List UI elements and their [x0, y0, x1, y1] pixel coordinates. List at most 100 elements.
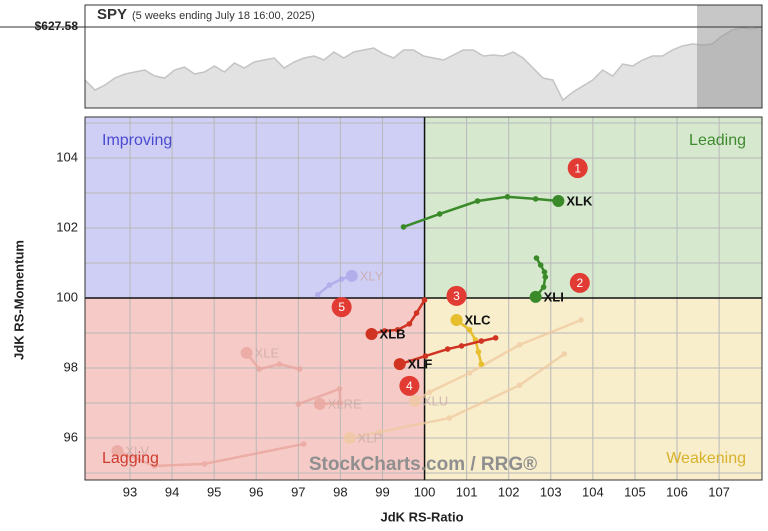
tail-point — [466, 327, 473, 333]
tail-head — [552, 195, 565, 208]
annotation-label: 4 — [406, 379, 413, 393]
tail-line — [116, 442, 305, 468]
tail-point — [300, 441, 307, 447]
quadrant-label: Lagging — [102, 450, 159, 467]
tail-head — [313, 398, 326, 411]
x-tick-label: 99 — [375, 484, 389, 499]
tail-head — [240, 346, 253, 359]
tail-point — [532, 196, 539, 202]
tail-point — [421, 297, 428, 303]
tail-point — [504, 194, 511, 200]
tail: XLV — [111, 441, 307, 469]
x-tick-label: 94 — [165, 484, 179, 499]
tail-point — [381, 328, 388, 334]
tail-point — [541, 269, 548, 275]
tail-point — [446, 415, 453, 421]
tail-point — [466, 370, 473, 376]
tail-point — [542, 274, 549, 280]
tail-label: XLU — [423, 393, 448, 408]
quadrant-label: Leading — [689, 132, 746, 149]
tail-point — [533, 255, 540, 261]
annotation-label: 3 — [453, 289, 460, 303]
tail-label: XLI — [544, 289, 564, 304]
y-tick-label: 98 — [64, 359, 78, 374]
y-axis-title: JdK RS-Momentum — [11, 240, 26, 360]
tail-head — [111, 444, 124, 457]
x-tick-label: 98 — [333, 484, 347, 499]
price-area — [85, 26, 762, 108]
annotation-label: 1 — [574, 161, 581, 175]
quadrant-label: Improving — [102, 132, 172, 149]
tail-head — [345, 269, 358, 282]
period-shade — [697, 5, 762, 108]
quadrant — [85, 297, 425, 480]
tail-point — [336, 386, 343, 392]
tail-point — [337, 400, 344, 406]
tail-point — [478, 338, 485, 344]
tail-line — [403, 195, 559, 229]
y-tick-label: 102 — [56, 219, 78, 234]
annotation-label: 5 — [338, 300, 345, 314]
tail: XLI — [529, 255, 564, 304]
tail-label: XLF — [408, 357, 433, 372]
x-tick-label: 96 — [249, 484, 263, 499]
tail-point — [406, 321, 413, 327]
tail-label: XLV — [125, 443, 149, 458]
tail-point — [540, 284, 547, 290]
tail-point — [458, 343, 465, 349]
tail-line — [245, 352, 300, 371]
tail-point — [326, 282, 333, 288]
annotation-marker — [399, 375, 420, 396]
price-frame — [84, 4, 763, 109]
tail-point — [296, 366, 303, 372]
x-tick-label: 107 — [708, 484, 730, 499]
subtitle: (5 weeks ending July 18 16:00, 2025) — [132, 10, 315, 22]
tail: XLB — [365, 297, 428, 341]
plot-frame — [84, 116, 763, 481]
y-tick-label: 96 — [64, 429, 78, 444]
tail-point — [516, 382, 523, 388]
tail-point — [474, 198, 481, 204]
tail-point — [516, 342, 523, 348]
tail-label: XLK — [566, 193, 593, 208]
tail-label: XLE — [255, 345, 280, 360]
tail: XLU — [408, 317, 584, 408]
tail: XLC — [450, 312, 492, 367]
x-tick-label: 97 — [291, 484, 305, 499]
x-tick-label: 100 — [414, 484, 436, 499]
x-tick-label: 95 — [207, 484, 221, 499]
tail-point — [376, 429, 383, 435]
tail-point — [151, 463, 158, 469]
tail-point — [338, 276, 345, 282]
tail-line — [297, 387, 342, 406]
annotation-marker — [567, 158, 588, 179]
tail-head — [365, 328, 378, 341]
x-tick-label: 102 — [498, 484, 520, 499]
tail-head — [408, 394, 421, 407]
quadrant — [85, 117, 425, 298]
tail-point — [314, 292, 321, 298]
price-line — [85, 26, 762, 102]
tail-point — [444, 346, 451, 352]
quadrant-label: Weakening — [666, 450, 746, 467]
tail-point — [400, 224, 407, 230]
tail-point — [413, 310, 420, 316]
annotation-marker — [446, 285, 467, 306]
tail: XLP — [343, 351, 568, 445]
x-tick-label: 104 — [582, 484, 604, 499]
tail-point — [578, 317, 584, 323]
tail-label: XLC — [465, 312, 492, 327]
watermark: StockCharts.com / RRG® — [309, 454, 537, 475]
tail-head — [343, 431, 356, 444]
tail-point — [422, 353, 429, 359]
tail-point — [295, 401, 302, 407]
symbol: SPY — [97, 6, 127, 23]
tail: XLE — [240, 345, 303, 372]
x-tick-label: 103 — [540, 484, 562, 499]
annotation-label: 2 — [576, 276, 583, 290]
tail-point — [426, 389, 433, 395]
annotation-marker — [569, 272, 590, 293]
tail-label: XLP — [358, 430, 383, 445]
x-axis-title: JdK RS-Ratio — [380, 509, 463, 524]
tail-point — [492, 335, 499, 341]
